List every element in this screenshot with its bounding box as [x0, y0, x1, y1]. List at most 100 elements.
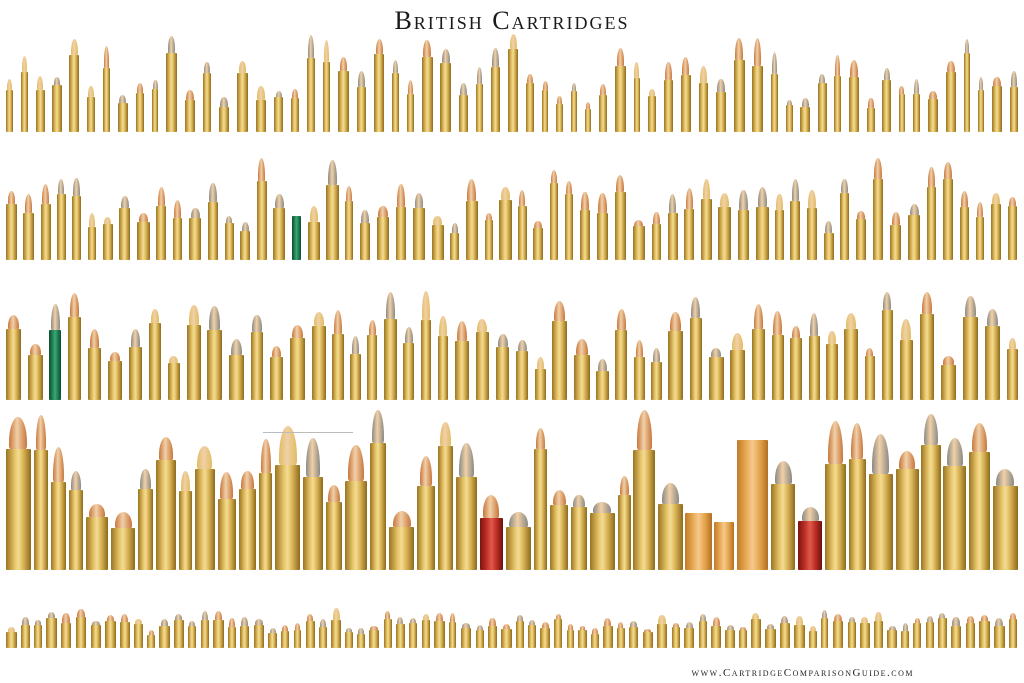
bullet-tip	[996, 469, 1015, 486]
brass-case	[615, 329, 628, 400]
cartridge	[913, 617, 922, 648]
brass-case	[642, 631, 653, 648]
cartridge	[518, 190, 527, 260]
bullet-tip	[883, 292, 892, 311]
footer-website[interactable]: www.CartridgeComparisonGuide.com	[691, 667, 914, 679]
bullet-tip	[874, 157, 882, 180]
cartridge	[166, 36, 177, 132]
bullet-tip	[241, 617, 249, 627]
cartridge	[268, 627, 277, 648]
cartridge	[823, 221, 834, 260]
bullet-tip	[419, 455, 433, 486]
bullet-tip	[351, 336, 360, 354]
cartridge	[919, 291, 935, 400]
brass-case	[505, 527, 532, 570]
bullet-tip	[190, 208, 200, 218]
brass-case	[33, 450, 48, 570]
bullet-tip	[771, 51, 777, 74]
brass-case	[515, 620, 524, 648]
brass-case	[87, 348, 102, 400]
cartridge	[993, 617, 1005, 648]
cartridge	[556, 96, 563, 132]
bullet-tip	[670, 312, 681, 331]
bullet-tip	[541, 622, 549, 629]
bullet-tip	[924, 413, 938, 445]
cartridge	[834, 55, 841, 132]
cartridge	[491, 48, 501, 132]
bullet-tip	[135, 619, 142, 625]
bullet-tip	[368, 319, 376, 336]
bullet-tip	[535, 427, 546, 450]
bullet-tip	[834, 613, 842, 622]
cartridge	[950, 617, 962, 648]
bullet-tip	[188, 305, 199, 325]
bullet-tip	[109, 351, 121, 362]
bullet-tip	[616, 47, 625, 66]
brass-case	[217, 498, 237, 570]
bullet-tip	[899, 86, 904, 94]
brass-case	[737, 210, 750, 260]
brass-case	[899, 339, 913, 400]
brass-case	[617, 627, 625, 648]
cartridge	[992, 469, 1018, 570]
cartridge	[155, 437, 177, 570]
bullet-tip	[888, 625, 896, 631]
bullet-tip	[781, 615, 789, 623]
cartridge	[984, 308, 1001, 400]
bullet-tip	[591, 628, 598, 634]
cartridge	[550, 489, 569, 570]
brass-case	[455, 477, 477, 570]
bullet-tip	[346, 627, 352, 632]
bullet-tip	[649, 89, 655, 97]
brass-case	[912, 94, 920, 132]
bullet-tip	[644, 628, 652, 632]
bullet-tip	[7, 627, 16, 633]
bullet-tip	[271, 345, 282, 357]
brass-case	[57, 194, 66, 260]
brass-case	[975, 217, 985, 260]
brass-case	[554, 619, 563, 648]
brass-case	[188, 217, 202, 260]
brass-case	[765, 628, 776, 648]
brass-case	[965, 622, 975, 648]
cartridge	[844, 313, 859, 400]
bullet-tip	[175, 613, 183, 620]
bullet-tip	[324, 40, 330, 63]
brass-case	[779, 622, 790, 648]
brass-case	[633, 77, 640, 132]
bullet-tip	[652, 348, 661, 363]
brass-case	[172, 217, 183, 260]
brass-case	[194, 469, 215, 570]
brass-case	[739, 630, 747, 648]
bullet-tip	[658, 615, 666, 624]
bullet-tip	[70, 39, 78, 56]
cartridge	[634, 339, 645, 400]
brass-case	[135, 92, 145, 132]
bullet-tip	[542, 81, 548, 90]
bullet-tip	[238, 60, 247, 73]
bullet-tip	[719, 192, 730, 208]
cartridge	[800, 98, 811, 132]
brass-case	[755, 206, 769, 260]
cartridge	[119, 195, 131, 260]
bullet-tip	[732, 333, 744, 351]
bullet-tip	[685, 621, 693, 629]
bullet-tip	[857, 211, 865, 219]
brass-case	[102, 68, 111, 132]
brass-case	[516, 351, 529, 400]
brass-case	[345, 480, 367, 570]
bullet-tip	[961, 191, 968, 207]
cartridge	[21, 617, 31, 648]
cartridge	[663, 62, 673, 132]
brass-case	[218, 106, 230, 132]
cartridge	[642, 628, 653, 648]
bullet-tip	[225, 215, 233, 223]
brass-case	[680, 74, 691, 132]
brass-case	[6, 203, 17, 260]
cartridge	[730, 333, 746, 400]
bullet-tip	[819, 73, 826, 83]
bullet-tip	[600, 83, 607, 95]
brass-case	[403, 342, 415, 400]
bullet-tip	[735, 38, 743, 61]
bullet-tip	[121, 613, 129, 623]
